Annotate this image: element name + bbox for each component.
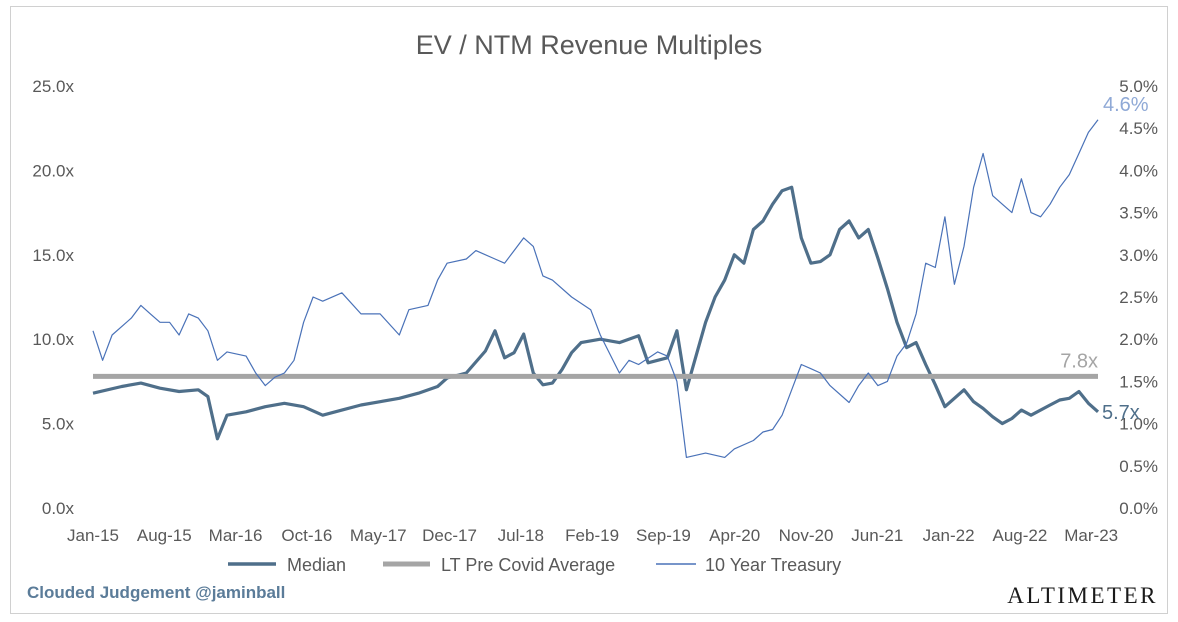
series-line-0 xyxy=(92,185,1100,441)
right-tick-label: 0.5% xyxy=(1119,457,1158,476)
chart-title: EV / NTM Revenue Multiples xyxy=(416,30,763,60)
right-tick-label: 5.0% xyxy=(1119,77,1158,96)
x-tick-label: Jan-15 xyxy=(67,526,119,545)
right-tick-label: 3.0% xyxy=(1119,246,1158,265)
x-tick-label: Oct-16 xyxy=(281,526,332,545)
end-label-1: 7.8x xyxy=(1060,350,1098,372)
x-tick-label: Jul-18 xyxy=(498,526,544,545)
x-tick-label: Dec-17 xyxy=(422,526,477,545)
left-tick-label: 5.0x xyxy=(42,415,75,434)
x-tick-label: Apr-20 xyxy=(709,526,760,545)
legend: Median LT Pre Covid Average 10 Year Trea… xyxy=(228,555,841,575)
x-tick-label: Jun-21 xyxy=(851,526,903,545)
left-tick-label: 20.0x xyxy=(32,161,74,180)
right-tick-label: 3.5% xyxy=(1119,204,1158,223)
left-tick-label: 25.0x xyxy=(32,77,74,96)
end-label-2: 4.6% xyxy=(1103,94,1149,116)
right-tick-label: 0.0% xyxy=(1119,499,1158,518)
x-axis: Jan-15 Aug-15 Mar-16 Oct-16 May-17 Dec-17 Jul-… xyxy=(67,526,1118,545)
credit-text: Clouded Judgement @jaminball xyxy=(27,583,285,602)
right-tick-label: 4.0% xyxy=(1119,161,1158,180)
x-tick-label: Mar-23 xyxy=(1064,526,1118,545)
legend-label-median: Median xyxy=(287,555,346,575)
left-tick-label: 15.0x xyxy=(32,246,74,265)
x-tick-label: May-17 xyxy=(350,526,407,545)
right-tick-label: 2.0% xyxy=(1119,330,1158,349)
x-tick-label: Aug-22 xyxy=(992,526,1047,545)
legend-label-lt-average: LT Pre Covid Average xyxy=(441,555,615,575)
chart-frame xyxy=(10,6,1168,614)
legend-label-treasury: 10 Year Treasury xyxy=(705,555,841,575)
x-tick-label: Aug-15 xyxy=(137,526,192,545)
left-tick-label: 10.0x xyxy=(32,330,74,349)
series-line-2 xyxy=(92,119,1099,458)
plot-area xyxy=(92,119,1100,458)
x-tick-label: Mar-16 xyxy=(209,526,263,545)
end-label-0: 5.7x xyxy=(1102,402,1140,424)
x-tick-label: Feb-19 xyxy=(565,526,619,545)
x-tick-label: Jan-22 xyxy=(923,526,975,545)
brand-logo: ALTIMETER xyxy=(1007,583,1158,608)
x-tick-label: Sep-19 xyxy=(636,526,691,545)
x-tick-label: Nov-20 xyxy=(779,526,834,545)
left-tick-label: 0.0x xyxy=(42,499,75,518)
right-tick-label: 4.5% xyxy=(1119,119,1158,138)
right-tick-label: 1.5% xyxy=(1119,372,1158,391)
right-tick-label: 1.0% xyxy=(1119,415,1158,434)
end-labels: 5.7x 7.8x 4.6% xyxy=(1060,94,1149,424)
left-axis: 0.0x 5.0x 10.0x 15.0x 20.0x 25.0x xyxy=(32,77,74,518)
right-axis: 0.0% 0.5% 1.0% 1.5% 2.0% 2.5% 3.0% 3.5% 4.0% 4.5%… xyxy=(1119,77,1158,518)
right-tick-label: 2.5% xyxy=(1119,288,1158,307)
